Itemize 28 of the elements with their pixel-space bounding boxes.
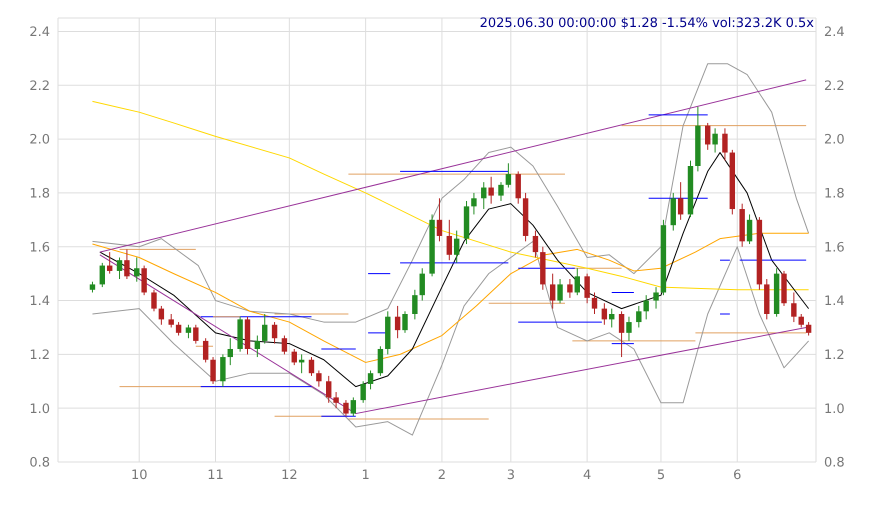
y2-tick-label: 1.8: [824, 186, 845, 202]
y-tick-label: 1.4: [29, 294, 50, 310]
x-tick-label: 2: [438, 468, 446, 484]
y-tick-label: 1.0: [29, 402, 50, 417]
x-tick-label: 6: [733, 468, 742, 484]
chart-title: 2025.06.30 00:00:00 $1.28 -1.54% vol:323.2K 0.5x: [480, 16, 814, 31]
y2-tick-label: 2.0: [824, 132, 845, 148]
y2-tick-label: 0.8: [824, 456, 845, 471]
x-tick-label: 11: [207, 468, 224, 484]
x-tick-label: 12: [281, 468, 298, 484]
y-tick-label: 2.2: [29, 78, 50, 94]
y2-tick-label: 1.2: [824, 348, 845, 363]
y2-tick-label: 1.4: [824, 294, 845, 310]
y-tick-label: 1.6: [29, 240, 50, 256]
y2-tick-label: 1.6: [824, 240, 845, 256]
x-tick-label: 10: [130, 468, 148, 484]
y-tick-label: 1.8: [29, 186, 50, 202]
y2-tick-label: 2.2: [824, 78, 845, 94]
y2-tick-label: 1.0: [824, 402, 845, 417]
x-tick-label: 4: [582, 468, 592, 484]
x-tick-label: 1: [361, 468, 370, 484]
y-tick-label: 2.0: [29, 132, 50, 148]
y-tick-label: 2.4: [29, 25, 50, 40]
y-tick-label: 0.8: [29, 456, 50, 471]
x-tick-label: 5: [656, 468, 666, 484]
x-tick-label: 3: [506, 468, 515, 484]
y2-tick-label: 2.4: [824, 25, 845, 40]
y-tick-label: 1.2: [29, 348, 50, 363]
